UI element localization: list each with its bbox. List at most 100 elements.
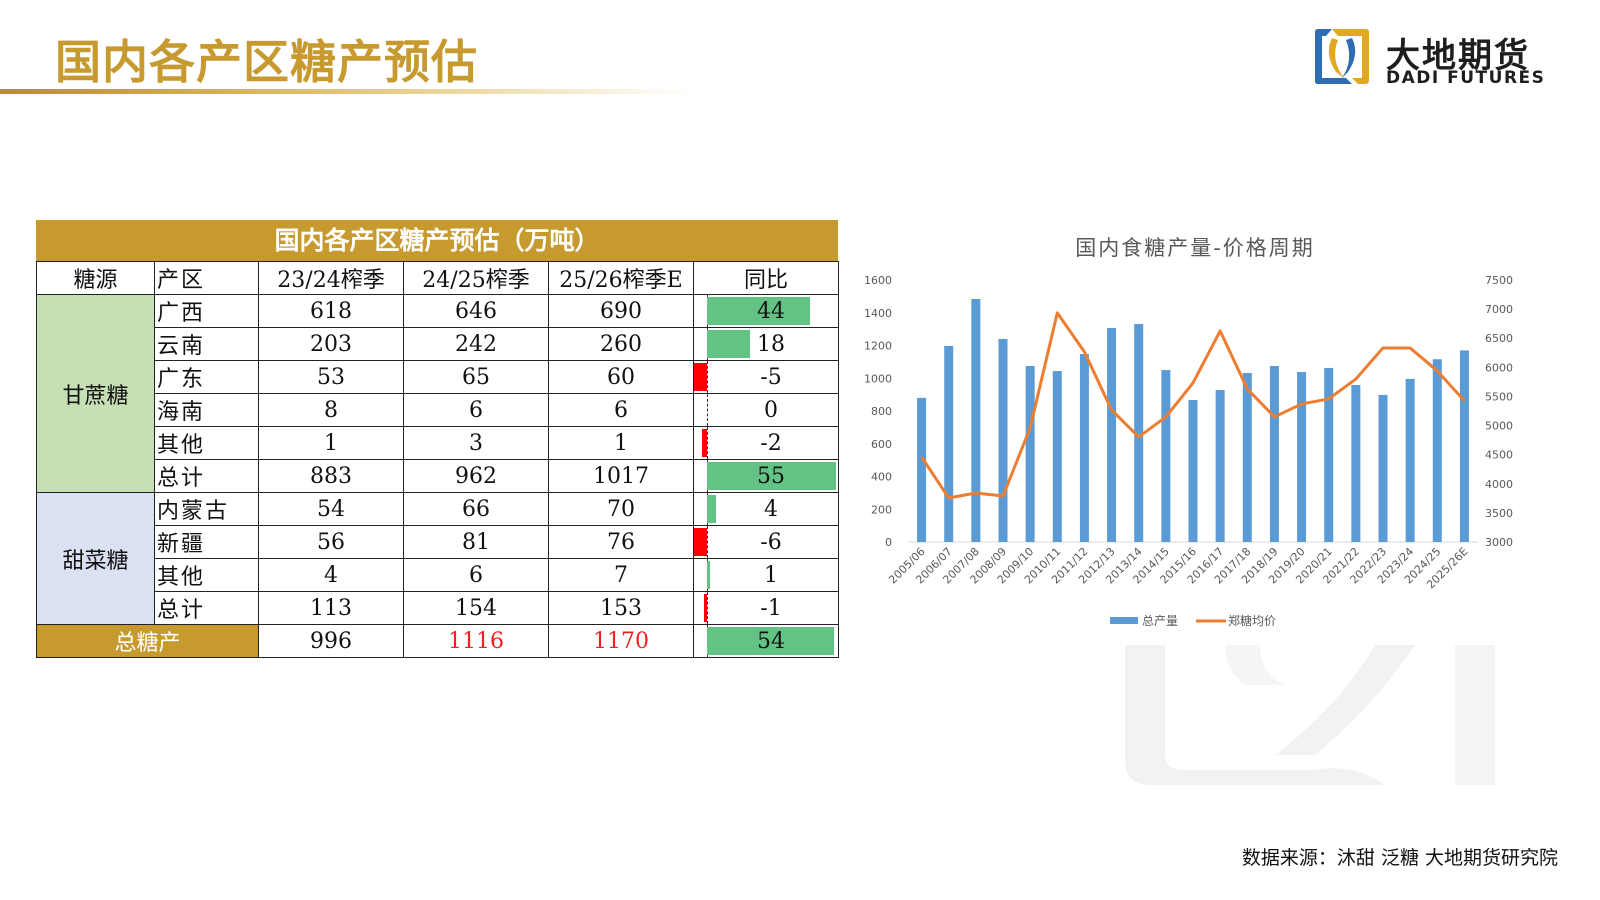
legend-label: 郑糖均价: [1228, 613, 1276, 628]
logo-chinese-text: 大地期货: [1386, 36, 1530, 76]
col-header-2425: 24/25榨季: [403, 261, 549, 295]
production-price-chart: 国内食糖产量-价格周期 0 200 400 600 800 1000 1200 1400 160…: [850, 222, 1550, 642]
col-header-yoy: 同比: [693, 261, 839, 295]
region-cell: 总计: [154, 459, 259, 493]
yoy-axis: [707, 526, 708, 558]
table-row: 其他 1 3 1 -2: [37, 426, 839, 460]
table-row: 海南 8 6 6 0: [37, 393, 839, 427]
yoy-cell: 54: [693, 624, 839, 658]
bar-total-production: [1052, 371, 1062, 542]
value-cell: 53: [258, 360, 404, 394]
yoy-cell: 1: [693, 558, 839, 592]
chart-title: 国内食糖产量-价格周期: [1075, 236, 1315, 260]
y-left-tick: 1600: [864, 274, 892, 287]
bar-total-production: [971, 298, 981, 542]
table-row: 总计 113 154 153 -1: [37, 591, 839, 625]
value-cell: 8: [258, 393, 404, 427]
table-row: 其他 4 6 7 1: [37, 558, 839, 592]
value-cell: 6: [403, 393, 549, 427]
yoy-cell: 0: [693, 393, 839, 427]
bar-total-production: [1242, 373, 1252, 542]
region-cell: 新疆: [154, 525, 259, 559]
logo-english-text: DADI FUTURES: [1386, 68, 1546, 88]
value-cell: 70: [548, 492, 694, 526]
col-header-source: 糖源: [36, 261, 155, 295]
yoy-axis: [707, 592, 708, 624]
yoy-value: 54: [757, 628, 785, 654]
col-header-region: 产区: [154, 261, 259, 295]
table-header-row: 糖源 产区 23/24榨季 24/25榨季 25/26榨季E 同比: [36, 261, 839, 295]
region-cell: 其他: [154, 426, 259, 460]
bar-total-production: [1079, 354, 1089, 542]
y-right-tick: 4500: [1485, 449, 1513, 462]
value-cell: 6: [403, 558, 549, 592]
y-right-tick: 3500: [1485, 507, 1513, 520]
yoy-axis: [707, 427, 708, 459]
yoy-bar-negative: [704, 594, 707, 622]
y-right-tick: 5000: [1485, 420, 1513, 433]
y-right-tick: 7500: [1485, 274, 1513, 287]
yoy-bar-positive: [707, 495, 716, 523]
region-cell: 总计: [154, 591, 259, 625]
y-left-tick: 1200: [864, 340, 892, 353]
bar-total-production: [1351, 384, 1361, 542]
value-cell: 56: [258, 525, 404, 559]
table-row: 云南 203 242 260 18: [37, 327, 839, 361]
yoy-bar-negative: [702, 429, 707, 457]
yoy-bar-positive: [707, 330, 750, 358]
value-cell: 618: [258, 294, 404, 328]
bar-total-production: [1215, 390, 1225, 542]
logo-watermark: [1125, 645, 1495, 785]
table-row: 甜菜糖 内蒙古 54 66 70 4: [36, 492, 839, 625]
value-cell: 4: [258, 558, 404, 592]
production-estimate-table: 国内各产区糖产预估（万吨） 糖源 产区 23/24榨季 24/25榨季 25/2…: [36, 220, 839, 658]
yoy-cell: 55: [693, 459, 839, 493]
y-right-tick: 3000: [1485, 536, 1513, 549]
y-left-tick: 0: [885, 536, 892, 549]
bar-total-production: [1324, 367, 1334, 542]
yoy-axis: [707, 394, 708, 426]
title-divider: [0, 89, 690, 94]
col-header-2324: 23/24榨季: [258, 261, 404, 295]
value-cell: 883: [258, 459, 404, 493]
value-cell: 7: [548, 558, 694, 592]
yoy-value: -5: [760, 364, 782, 390]
value-cell: 6: [548, 393, 694, 427]
yoy-value: 1: [764, 562, 778, 588]
yoy-axis: [707, 361, 708, 393]
region-cell: 广西: [154, 294, 259, 328]
value-cell: 113: [258, 591, 404, 625]
region-cell: 海南: [154, 393, 259, 427]
region-cell: 广东: [154, 360, 259, 394]
yoy-cell: -1: [693, 591, 839, 625]
bar-total-production: [944, 345, 954, 542]
yoy-cell: -5: [693, 360, 839, 394]
bar-total-production: [998, 338, 1008, 542]
yoy-value: 18: [757, 331, 785, 357]
y-left-tick: 800: [871, 405, 892, 418]
grand-total-row: 总糖产 996 1116 1170 54: [36, 624, 839, 658]
value-cell: 81: [403, 525, 549, 559]
bar-total-production: [1134, 324, 1144, 542]
value-cell: 3: [403, 426, 549, 460]
bar-total-production: [1378, 394, 1388, 542]
col-header-2526: 25/26榨季E: [548, 261, 694, 295]
yoy-bar-positive: [707, 561, 710, 589]
yoy-cell: 44: [693, 294, 839, 328]
yoy-value: -1: [760, 595, 782, 621]
value-cell: 66: [403, 492, 549, 526]
bar-total-production: [1107, 327, 1117, 542]
yoy-cell: 18: [693, 327, 839, 361]
y-right-tick: 7000: [1485, 303, 1513, 316]
value-cell-highlight: 1116: [403, 624, 549, 658]
bar-total-production: [1161, 370, 1171, 542]
region-cell: 内蒙古: [154, 492, 259, 526]
value-cell: 154: [403, 591, 549, 625]
value-cell: 54: [258, 492, 404, 526]
value-cell: 646: [403, 294, 549, 328]
yoy-bar-positive: [707, 462, 836, 490]
group-beet-sugar: 甜菜糖: [36, 492, 155, 625]
value-cell: 153: [548, 591, 694, 625]
y-right-tick: 4000: [1485, 478, 1513, 491]
table-title: 国内各产区糖产预估（万吨）: [36, 220, 838, 261]
